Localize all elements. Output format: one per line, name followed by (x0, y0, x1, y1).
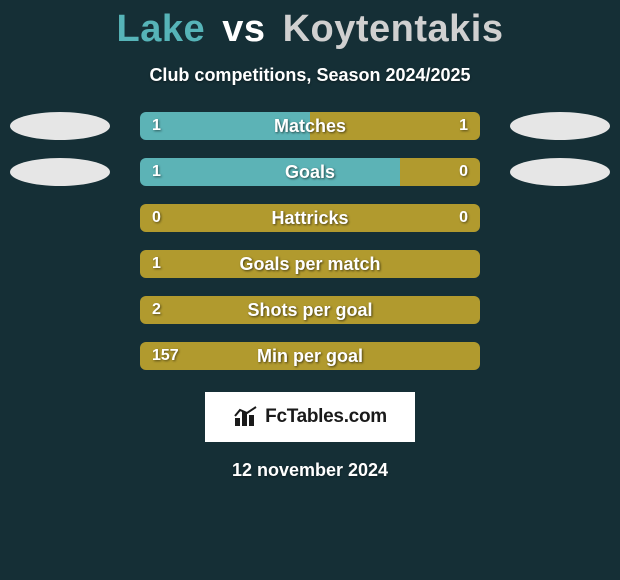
stat-value-left: 0 (152, 204, 161, 232)
stat-value-left: 1 (152, 158, 161, 186)
team-badge-left (10, 112, 110, 140)
stat-bar-left (140, 250, 480, 278)
page-title: Lake vs Koytentakis (0, 0, 620, 51)
stat-value-left: 1 (152, 112, 161, 140)
stat-value-right: 1 (459, 112, 468, 140)
stat-bar-left (140, 204, 480, 232)
stat-track (140, 296, 480, 324)
date-label: 12 november 2024 (0, 460, 620, 481)
stat-bar-left (140, 112, 310, 140)
stat-track (140, 204, 480, 232)
stat-bar-right (400, 158, 480, 186)
stat-row: 2Shots per goal (0, 296, 620, 324)
stats-container: 11Matches10Goals00Hattricks1Goals per ma… (0, 112, 620, 370)
title-vs: vs (222, 8, 265, 50)
subtitle: Club competitions, Season 2024/2025 (0, 65, 620, 86)
stat-row: 10Goals (0, 158, 620, 186)
team-badge-right (510, 112, 610, 140)
title-player2: Koytentakis (283, 8, 504, 50)
stat-value-left: 157 (152, 342, 179, 370)
stat-value-left: 1 (152, 250, 161, 278)
stat-value-right: 0 (459, 204, 468, 232)
stat-row: 157Min per goal (0, 342, 620, 370)
stat-bar-left (140, 342, 480, 370)
logo-text: FcTables.com (265, 406, 387, 428)
logo-icon (233, 406, 261, 428)
stat-row: 1Goals per match (0, 250, 620, 278)
team-badge-left (10, 158, 110, 186)
stat-bar-left (140, 296, 480, 324)
stat-track (140, 158, 480, 186)
stat-track (140, 250, 480, 278)
stat-bar-right (310, 112, 480, 140)
stat-row: 11Matches (0, 112, 620, 140)
stat-track (140, 342, 480, 370)
stat-bar-left (140, 158, 400, 186)
title-player1: Lake (117, 8, 206, 50)
stat-track (140, 112, 480, 140)
stat-value-left: 2 (152, 296, 161, 324)
stat-row: 00Hattricks (0, 204, 620, 232)
team-badge-right (510, 158, 610, 186)
logo-box: FcTables.com (205, 392, 415, 442)
stat-value-right: 0 (459, 158, 468, 186)
